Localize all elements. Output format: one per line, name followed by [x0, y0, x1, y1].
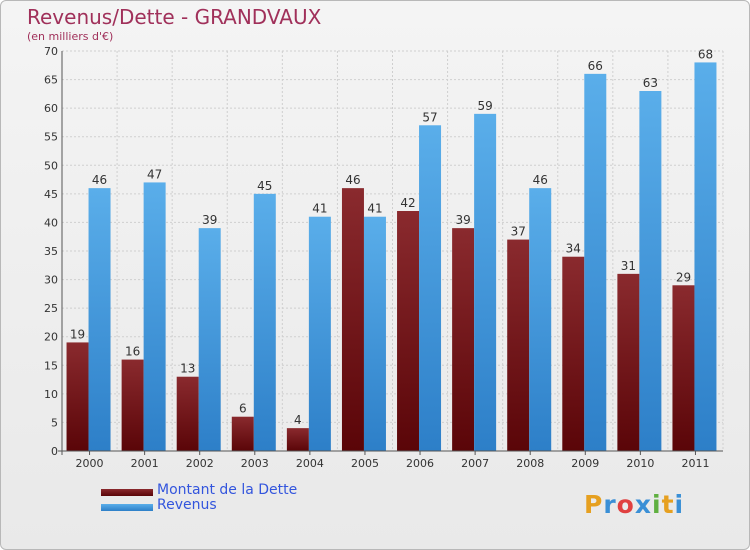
- bar-debt-2007: [452, 228, 475, 451]
- bar-revenus-2011: [694, 62, 717, 452]
- bar-revenus-2007: [474, 113, 497, 451]
- y-tick-label: 15: [44, 359, 58, 372]
- data-label-debt-2001: 16: [125, 345, 140, 359]
- data-label-revenus-2000: 46: [92, 173, 107, 187]
- legend-swatch-revenus: [101, 504, 153, 511]
- y-tick-label: 0: [51, 445, 58, 458]
- data-label-debt-2010: 31: [621, 259, 636, 273]
- x-tick-label: 2004: [296, 457, 324, 470]
- chart-subtitle: (en milliers d'€): [27, 30, 114, 43]
- legend-label-revenus: Revenus: [157, 497, 217, 513]
- bar-debt-2002: [176, 376, 199, 451]
- data-label-revenus-2002: 39: [202, 213, 217, 227]
- logo-letter: P: [584, 490, 604, 519]
- bar-revenus-2010: [639, 91, 662, 451]
- logo-letter: x: [634, 490, 652, 519]
- bar-revenus-2006: [419, 125, 442, 452]
- data-label-debt-2005: 46: [345, 173, 360, 187]
- y-tick-label: 35: [44, 245, 58, 258]
- data-label-revenus-2009: 66: [588, 59, 603, 73]
- data-label-revenus-2007: 59: [477, 99, 492, 113]
- bar-debt-2000: [66, 342, 89, 451]
- bar-debt-2005: [341, 188, 364, 451]
- x-tick-label: 2006: [406, 457, 434, 470]
- bar-debt-2006: [397, 211, 420, 451]
- data-label-revenus-2006: 57: [422, 110, 437, 124]
- bar-revenus-2003: [253, 193, 276, 451]
- data-label-debt-2003: 6: [239, 402, 247, 416]
- bar-revenus-2001: [143, 182, 166, 451]
- data-label-revenus-2008: 46: [533, 173, 548, 187]
- logo-letter: r: [603, 490, 617, 519]
- x-tick-label: 2003: [241, 457, 269, 470]
- bar-debt-2001: [121, 359, 144, 451]
- bar-revenus-2002: [198, 228, 221, 451]
- proxiti-logo: Proxiti: [584, 490, 684, 519]
- bar-debt-2008: [507, 239, 530, 451]
- y-tick-label: 60: [44, 102, 58, 115]
- data-label-debt-2008: 37: [511, 225, 526, 239]
- x-tick-label: 2002: [186, 457, 214, 470]
- bar-revenus-2004: [308, 216, 331, 451]
- data-label-revenus-2005: 41: [367, 202, 382, 216]
- y-tick-label: 30: [44, 274, 58, 287]
- logo-letter: o: [616, 490, 635, 519]
- y-tick-label: 10: [44, 388, 58, 401]
- bar-revenus-2009: [584, 73, 607, 451]
- data-label-debt-2006: 42: [400, 196, 415, 210]
- bar-revenus-2008: [529, 188, 552, 451]
- bar-debt-2010: [617, 273, 640, 451]
- y-tick-label: 40: [44, 216, 58, 229]
- bar-debt-2004: [286, 428, 309, 451]
- x-tick-label: 2008: [516, 457, 544, 470]
- logo-letter: i: [674, 490, 685, 519]
- y-tick-label: 25: [44, 302, 58, 315]
- bar-revenus-2005: [363, 216, 386, 451]
- data-label-debt-2007: 39: [455, 213, 470, 227]
- data-label-debt-2009: 34: [566, 242, 581, 256]
- data-label-revenus-2011: 68: [698, 47, 713, 61]
- data-label-debt-2000: 19: [70, 327, 85, 341]
- x-tick-label: 2001: [131, 457, 159, 470]
- bar-debt-2011: [672, 285, 695, 451]
- y-tick-label: 20: [44, 331, 58, 344]
- x-tick-label: 2000: [76, 457, 104, 470]
- x-tick-label: 2011: [681, 457, 709, 470]
- y-tick-label: 65: [44, 74, 58, 87]
- y-tick-label: 55: [44, 131, 58, 144]
- legend-label-debt: Montant de la Dette: [157, 482, 298, 498]
- bar-revenus-2000: [88, 188, 111, 451]
- y-tick-label: 50: [44, 159, 58, 172]
- data-label-debt-2002: 13: [180, 362, 195, 376]
- data-label-revenus-2010: 63: [643, 76, 658, 90]
- y-tick-label: 70: [44, 45, 58, 58]
- data-label-revenus-2001: 47: [147, 167, 162, 181]
- chart-title: Revenus/Dette - GRANDVAUX: [27, 5, 322, 29]
- y-tick-label: 45: [44, 188, 58, 201]
- data-label-debt-2004: 4: [294, 413, 302, 427]
- data-label-debt-2011: 29: [676, 270, 691, 284]
- data-label-revenus-2004: 41: [312, 202, 327, 216]
- data-label-revenus-2003: 45: [257, 179, 272, 193]
- legend-swatch-debt: [101, 489, 153, 496]
- bar-debt-2009: [562, 256, 585, 451]
- logo-letter: i: [652, 490, 662, 519]
- y-tick-label: 5: [51, 416, 58, 429]
- x-tick-label: 2005: [351, 457, 379, 470]
- logo-letter: t: [661, 490, 675, 519]
- bar-debt-2003: [231, 416, 254, 451]
- x-tick-label: 2010: [626, 457, 654, 470]
- x-tick-label: 2007: [461, 457, 489, 470]
- x-tick-label: 2009: [571, 457, 599, 470]
